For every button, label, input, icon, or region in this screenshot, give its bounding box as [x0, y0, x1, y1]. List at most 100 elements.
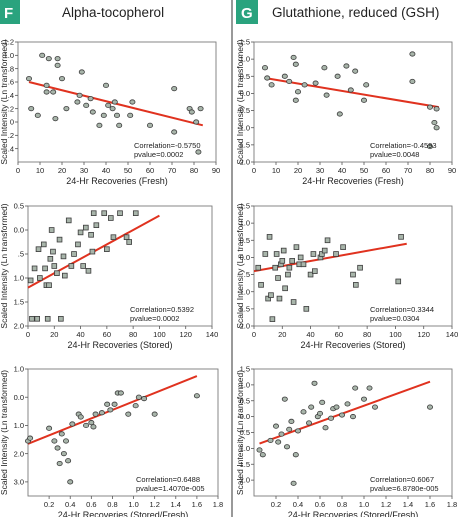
- data-point: [360, 97, 367, 103]
- x-tick-label: 60: [335, 330, 343, 339]
- data-point: [327, 415, 334, 421]
- y-axis-title: Scaled Intensity (Ln transformed): [0, 370, 9, 495]
- x-tick-label: 0: [26, 330, 30, 339]
- x-tick-label: 20: [278, 330, 286, 339]
- data-point: [29, 315, 35, 322]
- y-tick-label: 0.0: [240, 412, 250, 421]
- data-point: [293, 244, 300, 250]
- y-tick-label: 2.0: [240, 476, 250, 485]
- x-tick-label: 1.8: [213, 500, 223, 509]
- x-tick-label: 1.0: [128, 500, 138, 509]
- y-tick-label: 1.5: [240, 202, 250, 211]
- data-point: [426, 143, 433, 150]
- pvalue-label: pvalue=0.0304: [370, 314, 419, 323]
- panel-badge-f: F: [4, 5, 13, 22]
- data-point: [300, 409, 307, 415]
- data-point: [266, 234, 273, 240]
- data-point: [294, 428, 301, 434]
- y-tick-label: .2: [8, 104, 14, 113]
- correlation-label: Correlation=-0.5750: [134, 141, 201, 150]
- data-point: [54, 445, 61, 451]
- data-point: [193, 119, 200, 125]
- data-point: [90, 424, 97, 430]
- correlation-label: Correlation=0.3344: [370, 305, 434, 314]
- data-point: [63, 438, 70, 444]
- plot-frame: [253, 41, 453, 163]
- data-point: [308, 404, 315, 410]
- x-tick-label: 20: [294, 166, 302, 175]
- data-point: [265, 295, 271, 302]
- data-point: [366, 385, 373, 391]
- data-point: [324, 237, 331, 244]
- x-tick-label: 50: [360, 166, 368, 175]
- x-tick-label: 80: [129, 330, 137, 339]
- x-tick-label: 140: [446, 330, 459, 339]
- data-point: [398, 234, 404, 240]
- data-point: [426, 404, 433, 410]
- data-point: [292, 61, 299, 67]
- data-point: [58, 431, 65, 437]
- data-point: [195, 149, 202, 155]
- data-point: [45, 56, 52, 62]
- data-point: [312, 268, 318, 274]
- data-point: [301, 82, 308, 88]
- y-tick-label: 1.5: [240, 365, 250, 374]
- data-point: [117, 210, 123, 217]
- x-tick-label: 120: [179, 330, 192, 339]
- data-point: [321, 247, 328, 254]
- data-point: [92, 411, 99, 417]
- y-tick-label: 0.5: [240, 72, 250, 81]
- pvalue-label: pvalue=1.4070e-005: [136, 484, 205, 493]
- data-point: [268, 292, 274, 298]
- data-point: [426, 104, 433, 110]
- y-tick-label: 1.0: [14, 421, 24, 430]
- data-point: [132, 210, 139, 217]
- pvalue-label: pvalue=0.0002: [134, 150, 183, 159]
- y-tick-label: 1.5: [14, 298, 24, 307]
- data-point: [258, 282, 264, 288]
- y-tick-label: .6: [8, 78, 14, 87]
- data-point: [77, 229, 84, 236]
- y-tick-label: 0.5: [240, 396, 250, 405]
- data-point: [294, 89, 301, 95]
- x-tick-label: 0.2: [44, 500, 54, 509]
- data-point: [89, 248, 96, 255]
- y-tick-label: 1.5: [240, 140, 250, 149]
- x-tick-label: 40: [338, 166, 346, 175]
- data-point: [93, 222, 100, 229]
- data-point: [255, 264, 262, 271]
- y-axis-title: Scaled Intensity (Ln transformed): [235, 370, 245, 495]
- data-point: [307, 271, 314, 278]
- data-point: [268, 82, 275, 88]
- x-axis-title: 24-Hr Recoveries (Stored/Fresh): [288, 510, 419, 517]
- panel-badge-f-bg: [0, 0, 20, 24]
- x-tick-label: 0.6: [315, 500, 325, 509]
- data-point: [65, 458, 72, 464]
- x-tick-label: 10: [272, 166, 280, 175]
- x-tick-label: 0.4: [65, 500, 75, 509]
- y-axis-title: Scaled Intensity (Ln transformed): [235, 39, 245, 164]
- data-point: [431, 119, 438, 126]
- data-point: [310, 251, 317, 257]
- data-point: [46, 282, 52, 288]
- data-point: [280, 247, 287, 254]
- x-tick-label: 0.4: [293, 500, 303, 509]
- y-tick-label: 0.5: [240, 428, 250, 437]
- data-point: [256, 447, 263, 453]
- data-point: [132, 403, 139, 409]
- y-tick-label: 0.5: [240, 106, 250, 115]
- pvalue-label: pvalue=0.0002: [130, 314, 179, 323]
- x-axis-title: 24-Hr Recoveries (Fresh): [66, 176, 168, 186]
- data-point: [54, 56, 61, 62]
- y-tick-label: 1.2: [4, 38, 14, 47]
- data-point: [267, 437, 274, 444]
- x-tick-label: 1.2: [381, 500, 391, 509]
- data-point: [303, 306, 310, 312]
- x-tick-label: 1.6: [192, 500, 202, 509]
- data-point: [188, 109, 195, 115]
- data-point: [104, 246, 110, 253]
- data-point: [44, 315, 51, 322]
- data-point: [35, 246, 42, 253]
- data-point: [52, 116, 59, 122]
- data-point: [321, 65, 328, 71]
